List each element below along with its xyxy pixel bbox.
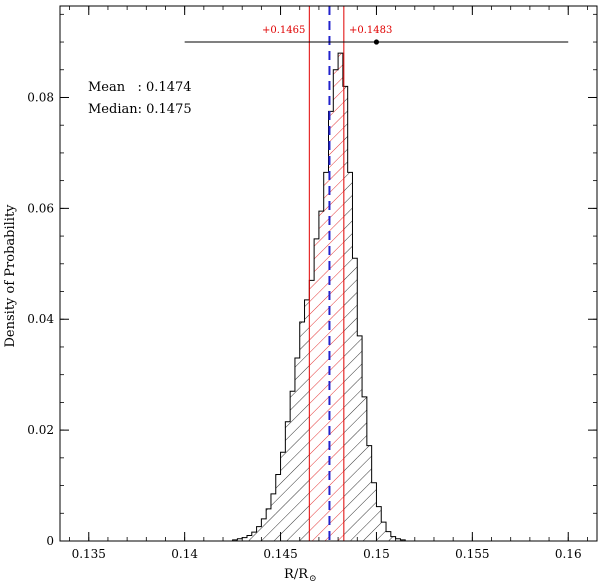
histogram-outline <box>232 52 406 541</box>
histogram-bin <box>390 536 396 541</box>
credible-interval-fill <box>309 53 344 541</box>
histogram-bin <box>371 482 377 541</box>
y-tick-label: 0.02 <box>27 423 54 437</box>
histogram-bin <box>400 539 406 541</box>
histogram-bin <box>362 396 367 541</box>
credible-interval-bin-hatch <box>318 211 324 541</box>
x-tick-label: 0.155 <box>455 547 489 561</box>
credible-interval-bin-hatch <box>338 53 343 541</box>
histogram-bin <box>256 526 262 541</box>
histogram-bin <box>266 508 271 541</box>
histogram-bin <box>304 299 310 541</box>
x-axis-label-text: R/R <box>284 567 309 582</box>
histogram-bin <box>386 531 391 541</box>
y-tick-label: 0.04 <box>27 312 54 326</box>
ci-upper-label: +0.1483 <box>349 25 392 36</box>
histogram-bin <box>376 506 382 541</box>
histogram-bin <box>299 322 305 541</box>
ci-lower-label: +0.1465 <box>262 25 305 36</box>
histogram-bin <box>347 172 353 542</box>
x-tick-label: 0.135 <box>72 547 106 561</box>
credible-interval-bin-hatch <box>314 238 319 541</box>
histogram-bin <box>294 358 300 541</box>
annotation-layer <box>184 6 569 541</box>
histogram-bin <box>285 421 291 541</box>
histogram-bin <box>261 518 267 541</box>
x-tick-label: 0.14 <box>171 547 198 561</box>
histogram-bin <box>242 537 247 541</box>
histogram-bin <box>342 86 348 541</box>
axis-layer: 0.135 0.14 0.145 0.15 0.155 0.16 0 0.02 0.04 0.06… <box>27 6 597 561</box>
y-tick-label: 0.08 <box>27 90 54 104</box>
median-label: Median: 0.1475 <box>88 102 192 117</box>
histogram-bin <box>352 258 358 541</box>
x-axis-label: R/R ⊙ <box>284 567 317 583</box>
credible-interval-bin-hatch <box>328 111 334 541</box>
histogram-layer <box>232 52 406 542</box>
x-tick-label: 0.16 <box>555 547 582 561</box>
y-tick-label: 0 <box>46 534 54 548</box>
credible-interval-bin-hatch <box>323 172 329 541</box>
histogram-bin <box>366 445 372 541</box>
x-axis-label-sun-symbol: ⊙ <box>309 574 317 583</box>
credible-interval-bin-hatch <box>309 280 315 541</box>
plot-frame <box>59 5 598 542</box>
histogram-bin <box>280 452 286 541</box>
histogram-bin <box>270 493 276 541</box>
histogram-bin <box>237 538 243 541</box>
histogram-bin <box>381 522 387 541</box>
histogram-bin <box>395 538 401 541</box>
y-tick-label: 0.06 <box>27 201 54 215</box>
mean-label: Mean : 0.1474 <box>88 80 192 95</box>
credible-interval-bin-hatch <box>333 69 339 541</box>
reference-marker <box>373 39 380 45</box>
x-tick-label: 0.145 <box>263 547 297 561</box>
histogram-bin <box>290 391 295 541</box>
y-axis-label: Density of Probability <box>3 204 18 348</box>
histogram-bin <box>357 335 363 541</box>
x-tick-label: 0.15 <box>363 547 390 561</box>
histogram-bin <box>246 535 252 541</box>
histogram-bin <box>251 532 257 541</box>
histogram-bin <box>275 474 281 541</box>
histogram-bin <box>232 539 238 541</box>
